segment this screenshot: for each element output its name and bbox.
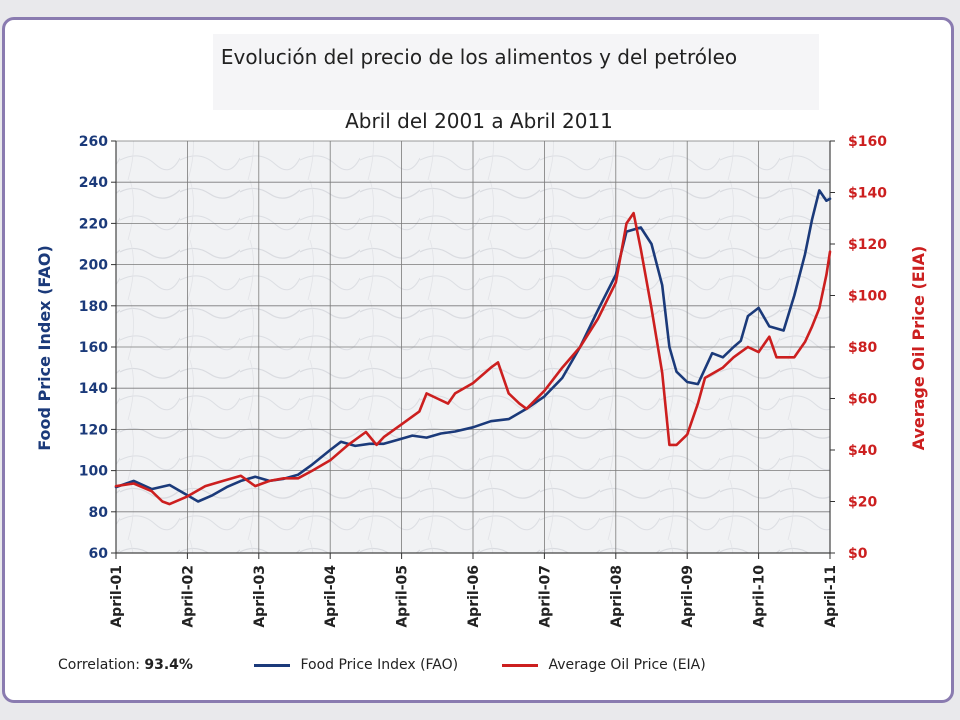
tick-label-x: April-04 xyxy=(323,565,339,628)
legend-label-food: Food Price Index (FAO) xyxy=(300,657,459,673)
correlation-label: Correlation: xyxy=(58,657,140,673)
tick-label-x: April-03 xyxy=(252,565,268,628)
correlation-note: Correlation: 93.4% xyxy=(58,657,193,681)
tick-label-left: 100 xyxy=(79,464,108,480)
tick-label-right: $0 xyxy=(848,546,868,562)
tick-label-left: 200 xyxy=(79,258,108,274)
right-axis-label: Average Oil Price (EIA) xyxy=(909,246,928,451)
legend-label-oil: Average Oil Price (EIA) xyxy=(548,657,706,673)
tick-label-right: $20 xyxy=(848,495,877,511)
legend-swatch-food xyxy=(254,663,290,667)
tick-label-left: 160 xyxy=(79,340,108,356)
left-axis-ticks: 60 80 100 120 140 160 180 200 220 240 260 xyxy=(79,134,116,562)
tick-label-x: April-05 xyxy=(395,565,411,628)
tick-label-right: $140 xyxy=(848,186,887,202)
tick-label-x: April-07 xyxy=(537,565,553,628)
tick-label-left: 260 xyxy=(79,134,108,150)
x-axis-ticks: April-01 April-02 April-03 April-04 April-05… xyxy=(109,553,839,628)
tick-label-x: April-10 xyxy=(752,565,768,628)
title-box xyxy=(213,34,819,110)
right-axis-ticks: $0 $20 $40 $60 $80 $100 $120 $140 $160 xyxy=(830,134,887,562)
tick-label-right: $80 xyxy=(848,340,877,356)
tick-label-right: $160 xyxy=(848,134,887,150)
chart-subtitle: Abril del 2001 a Abril 2011 xyxy=(345,109,613,133)
tick-label-left: 80 xyxy=(89,505,109,521)
tick-label-x: April-06 xyxy=(466,565,482,628)
tick-label-right: $100 xyxy=(848,289,887,305)
legend-item-food: Food Price Index (FAO) xyxy=(254,657,458,673)
left-axis-label: Food Price Index (FAO) xyxy=(35,245,54,451)
chart-title: Evolución del precio de los alimentos y … xyxy=(220,45,738,69)
tick-label-x: April-08 xyxy=(609,565,625,628)
tick-label-x: April-09 xyxy=(680,565,696,628)
tick-label-x: April-02 xyxy=(180,565,196,628)
tick-label-right: $60 xyxy=(848,392,877,408)
tick-label-left: 180 xyxy=(79,299,108,315)
tick-label-left: 120 xyxy=(79,422,108,438)
correlation-value: 93.4% xyxy=(144,657,193,673)
series-line-oil xyxy=(114,211,832,506)
series-lines xyxy=(114,189,832,506)
tick-label-left: 240 xyxy=(79,175,108,191)
tick-label-left: 60 xyxy=(89,546,109,562)
tick-label-x: April-01 xyxy=(109,565,125,628)
legend-item-oil: Average Oil Price (EIA) xyxy=(502,657,706,673)
tick-label-right: $40 xyxy=(848,443,877,459)
tick-label-left: 220 xyxy=(79,216,108,232)
tick-label-left: 140 xyxy=(79,381,108,397)
legend-swatch-oil xyxy=(502,663,538,667)
tick-label-right: $120 xyxy=(848,237,887,253)
tick-label-x: April-11 xyxy=(823,565,839,628)
